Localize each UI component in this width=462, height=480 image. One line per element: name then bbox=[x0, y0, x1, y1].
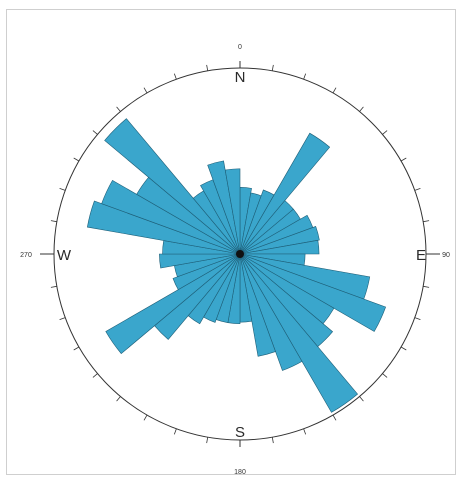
degree-label-west: 270 bbox=[20, 252, 32, 259]
compass-tick-250 bbox=[59, 317, 66, 321]
rose-bar-80-90 bbox=[239, 239, 320, 255]
compass-tick-190 bbox=[206, 437, 209, 444]
rose-bar-340-350 bbox=[207, 160, 241, 255]
compass-tick-100 bbox=[423, 285, 430, 288]
rose-bar-160-170 bbox=[239, 253, 276, 357]
compass-tick-80 bbox=[423, 220, 430, 223]
compass-tick-120 bbox=[400, 346, 407, 351]
compass-tick-130 bbox=[382, 373, 388, 378]
compass-tick-340 bbox=[173, 73, 177, 80]
compass-tick-290 bbox=[59, 187, 66, 191]
compass-tick-10 bbox=[271, 64, 274, 71]
compass-tick-310 bbox=[92, 130, 98, 135]
compass-tick-60 bbox=[400, 157, 407, 162]
compass-tick-330 bbox=[143, 87, 148, 94]
rose-bar-30-40 bbox=[239, 132, 331, 255]
compass-tick-280 bbox=[50, 220, 57, 223]
rose-bar-230-240 bbox=[105, 253, 241, 355]
degree-label-south: 180 bbox=[234, 469, 246, 476]
rose-bar-310-320 bbox=[104, 118, 241, 255]
rose-bar-240-250 bbox=[172, 253, 241, 291]
center-dot bbox=[236, 250, 244, 258]
rose-bar-280-290 bbox=[87, 200, 241, 255]
compass-tick-350 bbox=[206, 64, 209, 71]
west-label: W bbox=[57, 247, 72, 264]
compass-tick-150 bbox=[332, 414, 337, 421]
rose-bars bbox=[87, 118, 387, 413]
compass-tick-320 bbox=[116, 106, 121, 112]
compass-tick-230 bbox=[92, 373, 98, 378]
compass-tick-240 bbox=[73, 346, 80, 351]
compass-tick-70 bbox=[414, 187, 421, 191]
compass-tick-50 bbox=[382, 130, 388, 135]
rose-bar-110-120 bbox=[239, 253, 387, 332]
rose-bar-350-360 bbox=[224, 168, 241, 255]
degree-label-east: 90 bbox=[442, 252, 450, 259]
degree-label-north: 0 bbox=[238, 44, 242, 51]
compass-tick-20 bbox=[303, 73, 307, 80]
compass-tick-160 bbox=[303, 428, 307, 435]
north-label: N bbox=[235, 69, 246, 86]
rose-bar-260-270 bbox=[159, 253, 241, 269]
south-label: S bbox=[235, 424, 245, 441]
rose-bar-70-80 bbox=[239, 226, 320, 255]
compass-tick-140 bbox=[359, 396, 364, 402]
compass-tick-300 bbox=[73, 157, 80, 162]
rose-bar-150-160 bbox=[239, 253, 303, 371]
east-label: E bbox=[416, 247, 426, 264]
compass-tick-30 bbox=[332, 87, 337, 94]
rose-bar-140-150 bbox=[239, 253, 358, 413]
compass-tick-260 bbox=[50, 285, 57, 288]
compass-ticks bbox=[50, 64, 430, 444]
compass-tick-170 bbox=[271, 437, 274, 444]
compass-tick-40 bbox=[359, 106, 364, 112]
compass-tick-210 bbox=[143, 414, 148, 421]
compass-tick-220 bbox=[116, 396, 121, 402]
compass-tick-110 bbox=[414, 317, 421, 321]
rose-bar-290-300 bbox=[101, 179, 241, 255]
compass-tick-200 bbox=[173, 428, 177, 435]
